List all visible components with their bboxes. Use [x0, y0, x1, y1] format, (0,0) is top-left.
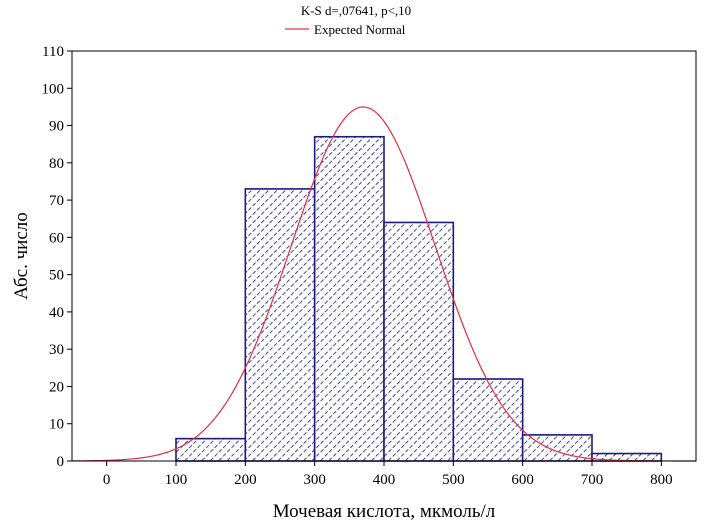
- y-tick-label: 90: [49, 119, 64, 135]
- y-tick-label: 30: [49, 342, 64, 358]
- x-tick-label: 400: [373, 472, 396, 488]
- x-tick-label: 600: [511, 472, 534, 488]
- y-tick-label: 80: [49, 156, 64, 172]
- y-tick-label: 0: [57, 454, 65, 470]
- y-axis: 0 10 20 30 40 50 60 70 80 90 100 110: [42, 44, 72, 470]
- y-tick-label: 60: [49, 230, 64, 246]
- normal-curve: [71, 106, 696, 462]
- x-tick-label: 100: [165, 472, 188, 488]
- y-tick-label: 10: [49, 417, 64, 433]
- y-tick-label: 40: [49, 305, 64, 321]
- x-tick-label: 0: [103, 472, 111, 488]
- y-tick-label: 50: [49, 268, 64, 284]
- x-tick-label: 300: [303, 472, 326, 488]
- x-tick-label: 200: [234, 472, 257, 488]
- y-axis-label: Абс. число: [11, 212, 32, 300]
- y-tick-label: 70: [49, 193, 64, 209]
- bars-layer: [175, 135, 663, 462]
- x-axis: 0 100 200 300 400 500 600 700 800: [103, 461, 673, 488]
- histogram-bar-3: [313, 135, 385, 462]
- legend: Expected Normal: [285, 22, 406, 37]
- histogram-bar-4: [383, 221, 455, 462]
- y-tick-label: 110: [42, 44, 64, 60]
- histogram-bar-1: [175, 437, 247, 462]
- x-tick-label: 700: [581, 472, 604, 488]
- legend-label: Expected Normal: [314, 22, 406, 37]
- y-tick-label: 20: [49, 379, 64, 395]
- x-tick-label: 500: [442, 472, 465, 488]
- x-tick-label: 800: [650, 472, 673, 488]
- x-axis-label: Мочевая кислота, мкмоль/л: [273, 501, 496, 522]
- histogram-bar-2: [244, 188, 316, 462]
- y-tick-label: 100: [42, 81, 65, 97]
- chart-title: K-S d=,07641, p<,10: [301, 3, 411, 18]
